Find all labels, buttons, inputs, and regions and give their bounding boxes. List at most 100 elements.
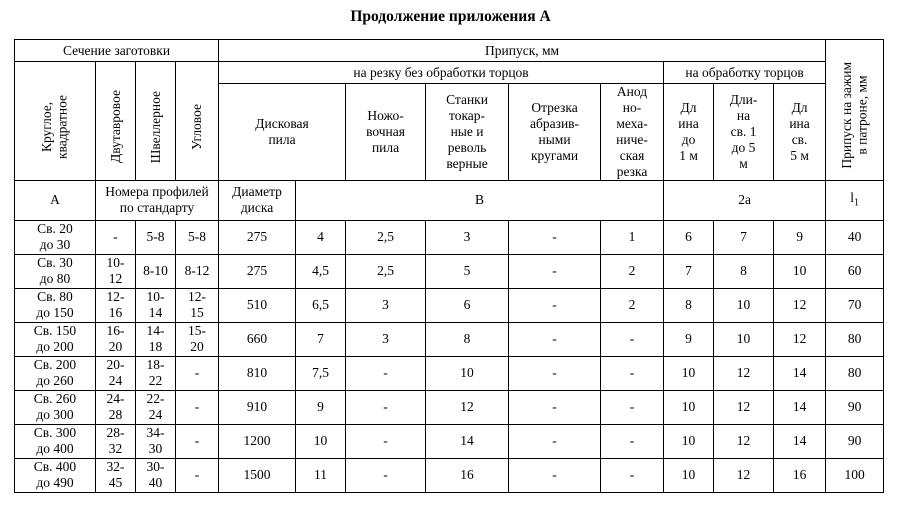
table-row: Св. 20 до 30-5-8 5-8 275 4 2,5 3-1 6 7 9 40 [14,219,885,255]
table-cell: 3 [345,287,427,323]
header-symbol-l1: l1 [825,179,885,221]
table-cell: 80 [825,321,885,357]
table-cell: 6 [663,219,715,255]
table-cell: 80 [825,355,885,391]
table-cell: 15- 20 [174,321,220,357]
table-cell: Св. 200 до 260 [14,355,96,391]
table-cell: - [174,423,220,459]
table-cell: 5-8 [135,219,176,255]
table-cell: - [600,389,665,425]
header-profile-channel: Швеллерное [135,61,176,181]
table-cell: 2 [600,253,665,289]
table-cell: 8-12 [174,253,220,289]
table-cell: - [508,287,602,323]
table-row: Св. 300 до 400 28- 32 34- 30-1200 10-14- -10… [14,423,885,459]
table-cell: 10- 14 [135,287,176,323]
table-cell: 12 [713,457,775,493]
header-cutting-without-face-machining: на резку без обработки торцов [218,61,665,84]
table-cell: 9 [773,219,827,255]
table-cell: - [508,355,602,391]
table-cell: - [174,457,220,493]
table-cell: 8-10 [135,253,176,289]
table-cell: - [600,457,665,493]
table-cell: 10 [663,457,715,493]
table-cell: 60 [825,253,885,289]
table-cell: 2,5 [345,219,427,255]
header-method-anodic-mechanical: Анод но- меха- ниче- ская резка [600,83,665,181]
table-row: Св. 200 до 260 20- 24 18- 22-810 7,5-10- -10… [14,355,885,391]
header-face-machining: на обработку торцов [663,61,827,84]
table-cell: 12 [425,389,510,425]
table-cell: 14 [425,423,510,459]
table-cell: 810 [218,355,297,391]
header-symbol-a: А [14,179,96,221]
table-cell: 16 [425,457,510,493]
table-cell: - [600,321,665,357]
table-cell: 910 [218,389,297,425]
table-cell: 10 [663,423,715,459]
table-header: Сечение заготовки Припуск, мм Припуск на… [13,39,885,221]
table-row: Св. 260 до 300 24- 28 22- 24-910 9-12- -10 12… [14,389,885,425]
table-cell: 16 [773,457,827,493]
header-profile-numbers: Номера профилей по стандарту [94,179,220,221]
table-cell: 12 [773,287,827,323]
header-length-up-to-1m: Дл ина до 1 м [663,83,715,181]
table-cell: 70 [825,287,885,323]
header-profile-ibeam-label: Двутавровое [107,90,123,164]
table-cell: - [174,355,220,391]
table-cell: 9 [663,321,715,357]
header-clamp-allowance-label: Припуск на зажим в патроне, мм [839,62,870,170]
table-cell: - [174,389,220,425]
table-cell: Св. 20 до 30 [14,219,96,255]
table-cell: - [600,355,665,391]
table-row: Св. 150 до 200 16- 20 14- 18 15- 20 660 7 3 8- -… [14,321,885,357]
table-cell: Св. 260 до 300 [14,389,96,425]
table-cell: 10 [663,389,715,425]
table-cell: 660 [218,321,297,357]
table-cell: - [95,219,136,255]
table-cell: 10 [425,355,510,391]
table-cell: 5 [425,253,510,289]
table-cell: 3 [345,321,427,357]
header-row-1: Сечение заготовки Припуск, мм Припуск на… [13,39,885,181]
header-symbol-l1-base: l [850,190,854,206]
table-cell: - [600,423,665,459]
table-cell: Св. 400 до 490 [14,457,96,493]
table-cell: 90 [825,389,885,425]
table-body: Св. 20 до 30-5-8 5-8 275 4 2,5 3-1 6 7 9 40 Св. 30… [14,219,885,493]
header-symbol-2a: 2а [663,179,827,221]
table-cell: 10 [663,355,715,391]
table-cell: - [508,219,602,255]
header-profile-round-square-label: Круглое, квадратное [39,94,70,159]
table-cell: 10- 12 [95,253,136,289]
table-cell: 8 [663,287,715,323]
table-cell: 510 [218,287,297,323]
header-length-over-1-to-5m: Дли- на св. 1 до 5 м [713,83,775,181]
header-symbol-l1-sub: 1 [853,197,859,209]
table-cell: - [345,457,427,493]
table-cell: 12 [713,423,775,459]
table-cell: Св. 300 до 400 [14,423,96,459]
table-cell: - [508,321,602,357]
table-cell: 1 [600,219,665,255]
header-workpiece-section: Сечение заготовки [13,39,220,62]
table-cell: 12 [773,321,827,357]
table-cell: 24- 28 [95,389,136,425]
table-cell: 12- 15 [174,287,220,323]
table-cell: 7 [663,253,715,289]
table-cell: - [345,389,427,425]
header-length-over-5m: Дл ина св. 5 м [773,83,827,181]
table-row: Св. 80 до 150 12- 16 10- 14 12- 15 510 6,5 3 6-… [14,287,885,323]
table-row: Св. 30 до 80 10- 12 8-10 8-12 275 4,5 2,5 5-2 7 8… [14,253,885,289]
table-cell: - [508,389,602,425]
header-row-4: А Номера профилей по стандарту Диаметр д… [14,179,885,221]
table-cell: 14 [773,355,827,391]
allowance-table: Сечение заготовки Припуск, мм Припуск на… [13,39,885,493]
header-method-lathe-turret: Станки токар- ные и револь верные [425,83,510,181]
table-row: Св. 400 до 490 32- 45 30- 40-1500 11-16- -10… [14,457,885,493]
table-cell: 9 [295,389,347,425]
page-title: Продолжение приложения А [350,8,551,25]
table-cell: 11 [295,457,347,493]
table-cell: 10 [773,253,827,289]
table-cell: 5-8 [174,219,220,255]
